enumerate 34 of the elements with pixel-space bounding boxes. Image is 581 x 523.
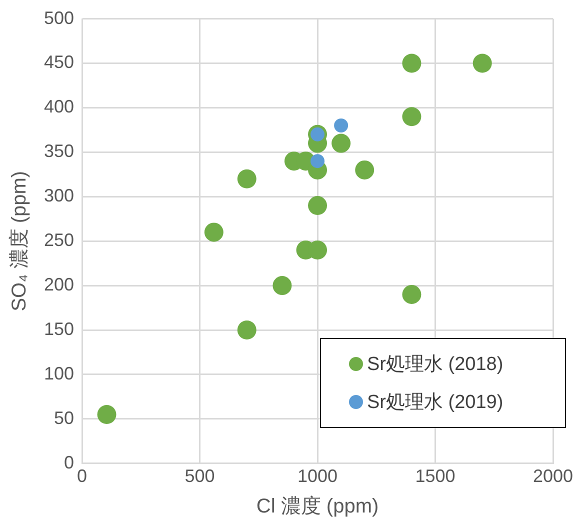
y-tick-label: 150 xyxy=(44,318,74,339)
y-tick-label: 100 xyxy=(44,363,74,384)
point xyxy=(237,320,256,340)
point xyxy=(204,222,224,242)
point xyxy=(402,284,422,304)
point xyxy=(402,107,422,126)
point xyxy=(310,154,325,168)
x-tick-label: 2000 xyxy=(532,466,574,486)
point xyxy=(402,54,422,73)
legend-label: Sr処理水 (2018) xyxy=(367,353,504,377)
point xyxy=(308,196,328,216)
y-tick-label: 500 xyxy=(44,8,74,28)
x-tick-label: 1000 xyxy=(297,466,338,486)
y-tick-label: 350 xyxy=(44,141,74,162)
x-tick-label: 500 xyxy=(184,466,215,486)
x-tick-label: 0 xyxy=(77,466,88,486)
y-axis-title: SO₄ 濃度 (ppm) xyxy=(8,170,31,312)
point xyxy=(272,276,292,296)
y-tick-label: 400 xyxy=(44,96,74,117)
y-tick-label: 50 xyxy=(54,408,74,428)
point xyxy=(355,160,374,180)
y-tick-label: 300 xyxy=(44,186,74,206)
point xyxy=(334,118,348,133)
point xyxy=(472,54,492,73)
x-axis-title: Cl 濃度 (ppm) xyxy=(256,496,379,518)
point xyxy=(97,404,116,424)
point xyxy=(332,134,351,153)
y-tick-label: 0 xyxy=(64,452,74,472)
point xyxy=(237,169,256,188)
y-tick-label: 450 xyxy=(44,52,74,72)
x-tick-label: 1500 xyxy=(415,466,456,486)
y-tick-label: 200 xyxy=(44,274,74,295)
legend-label: Sr処理水 (2019) xyxy=(367,391,504,415)
y-tick-label: 250 xyxy=(44,230,74,250)
